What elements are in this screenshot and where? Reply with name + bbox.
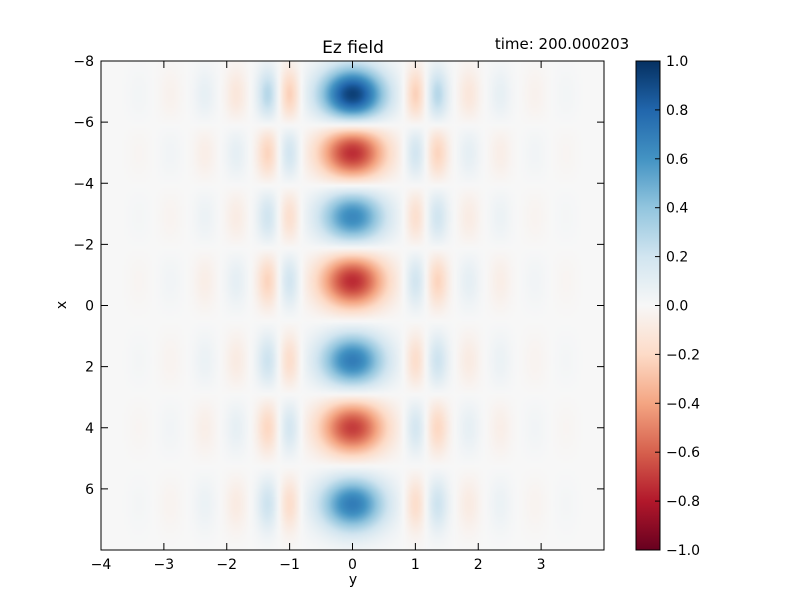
x-axis: −4 −3 −2 −1 0 1 2 3: [91, 61, 546, 573]
y-tick-label: 4: [85, 421, 94, 437]
y-tick-label: −4: [73, 176, 94, 192]
colorbar-tick-label: 1.0: [666, 54, 688, 70]
colorbar-tick-label: 0.6: [666, 152, 688, 168]
colorbar-tick-label: −0.6: [666, 445, 700, 461]
x-tick-label: 3: [537, 557, 546, 573]
colorbar-tick-label: 0.8: [666, 103, 688, 119]
y-axis-label: x: [54, 301, 70, 309]
colorbar-tick-label: −0.4: [666, 396, 700, 412]
x-tick-label: −2: [216, 557, 237, 573]
x-tick-label: 1: [411, 557, 420, 573]
heatmap: [101, 61, 604, 550]
y-tick-label: 6: [85, 482, 94, 498]
colorbar-tick-label: 0.2: [666, 250, 688, 266]
y-tick-label: 0: [85, 299, 94, 315]
colorbar-tick-label: −1.0: [666, 543, 700, 559]
x-tick-label: −1: [279, 557, 300, 573]
colorbar-tick-label: 0.4: [666, 201, 688, 217]
x-tick-label: −3: [154, 557, 175, 573]
colorbar-axis: −1.0 −0.8 −0.6 −0.4 −0.2 0.0 0.2 0.4 0.6 0.8 1.0: [655, 54, 700, 559]
chart-title: Ez field: [322, 38, 384, 58]
x-tick-label: −4: [91, 557, 112, 573]
y-tick-label: −8: [73, 54, 94, 70]
y-axis: −8 −6 −4 −2 0 2 4 6: [73, 54, 604, 498]
colorbar-tick-label: 0.0: [666, 299, 688, 315]
colorbar-tick-label: −0.2: [666, 347, 700, 363]
time-annotation: time: 200.000203: [495, 35, 629, 53]
x-tick-label: 0: [348, 557, 357, 573]
x-axis-label: y: [349, 572, 357, 588]
y-tick-label: 2: [85, 360, 94, 376]
x-tick-label: 2: [474, 557, 483, 573]
y-tick-label: −2: [73, 237, 94, 253]
y-tick-label: −6: [73, 115, 94, 131]
heatmap-image: [101, 61, 604, 550]
colorbar-tick-label: −0.8: [666, 494, 700, 510]
